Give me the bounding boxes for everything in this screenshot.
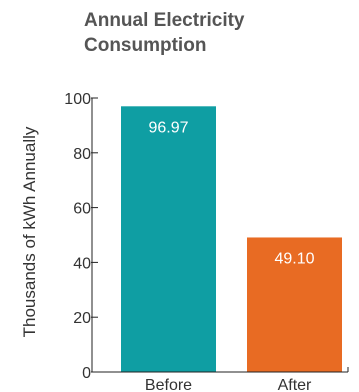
x-tick-label: After	[278, 377, 312, 392]
chart-title: Annual Electricity Consumption	[84, 8, 314, 58]
y-axis: 0 20 40 60 80 100	[64, 91, 98, 382]
y-tick-label: 0	[82, 365, 91, 382]
y-tick-label: 60	[73, 201, 91, 218]
y-tick-label: 100	[64, 91, 91, 108]
y-tick-label: 40	[73, 255, 91, 272]
bars: 96.97 49.10	[121, 106, 342, 373]
bar-value-label: 49.10	[274, 250, 314, 267]
x-tick-label: Before	[145, 377, 192, 392]
y-tick-label: 80	[73, 146, 91, 163]
bar-after	[247, 237, 342, 372]
x-axis: Before After	[92, 367, 349, 392]
y-axis-label: Thousands of kWh Annually	[20, 126, 39, 337]
chart-title-line-2: Consumption	[84, 35, 207, 56]
bar-before	[121, 106, 216, 373]
y-tick-label: 20	[73, 310, 91, 327]
bar-value-label: 96.97	[148, 119, 188, 136]
chart-title-line-1: Annual Electricity	[84, 10, 245, 31]
